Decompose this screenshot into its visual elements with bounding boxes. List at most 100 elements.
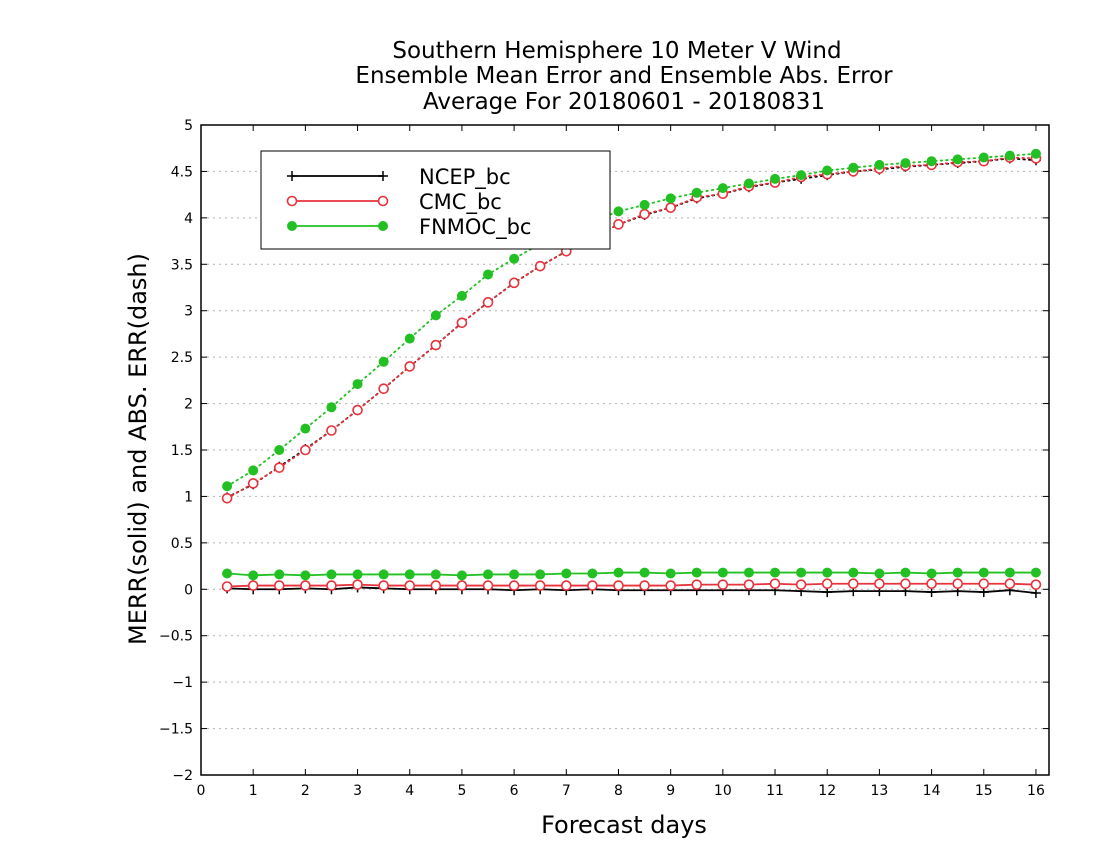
cmc-bc-merr-point (926, 578, 937, 590)
cmc-bc-abs-err-point (326, 425, 337, 436)
y-tick-label: 0 (184, 582, 193, 598)
fnmoc-bc-merr-point (561, 568, 572, 579)
cmc-bc-merr-point (769, 578, 781, 590)
legend-entry-fnmoc-bc: FNMOC_bc (287, 215, 531, 240)
x-tick-label: 1 (249, 783, 258, 799)
chart-title: Southern Hemisphere 10 Meter V Wind Ense… (355, 38, 893, 115)
y-tick-label: 5 (184, 118, 193, 134)
x-tick-label: 11 (766, 783, 784, 799)
fnmoc-bc-merr-point (483, 569, 494, 580)
fnmoc-bc-abs-err-point (926, 156, 937, 167)
cmc-bc-merr-point (560, 580, 572, 591)
x-tick-label: 3 (353, 783, 362, 799)
legend-marker-fnmoc-bc (378, 221, 388, 231)
cmc-bc-merr-point (848, 578, 859, 590)
fnmoc-bc-abs-err-point (404, 333, 415, 344)
x-tick-label: 2 (301, 783, 310, 799)
cmc-bc-abs-err-point (378, 383, 389, 395)
series-layer (221, 148, 1042, 598)
legend-entry-cmc-bc: CMC_bc (286, 190, 502, 215)
fnmoc-bc-merr-point (926, 568, 937, 579)
y-tick-label: −1 (172, 675, 193, 691)
cmc-bc-merr-point (456, 580, 468, 591)
fnmoc-bc-abs-err-point (1004, 150, 1015, 161)
cmc-bc-abs-err-point (273, 462, 285, 473)
fnmoc-bc-abs-err-line (226, 152, 1037, 488)
fnmoc-bc-abs-err-point (456, 290, 467, 301)
gridlines (201, 170, 1049, 730)
fnmoc-bc-abs-err-point (483, 269, 494, 280)
fnmoc-bc-abs-err-point (978, 152, 989, 163)
title-line-2: Ensemble Mean Error and Ensemble Abs. Er… (355, 63, 893, 89)
y-axis-title: MERR(solid) and ABS. ERR(dash) (124, 253, 152, 645)
y-axis-ticks: −2 −1.5 −1 −0.5 0 0.5 1 1.5 2 2.5 3 3.5 4 4.5 5 (159, 118, 1049, 784)
cmc-bc-abs-err-point (508, 277, 520, 289)
fnmoc-bc-merr-point (874, 568, 885, 579)
fnmoc-bc-abs-err-point (352, 379, 363, 390)
y-tick-label: −2 (172, 768, 193, 784)
legend-label-ncep-bc: NCEP_bc (419, 165, 511, 190)
title-line-1: Southern Hemisphere 10 Meter V Wind (392, 38, 841, 64)
x-axis-title: Forecast days (541, 811, 707, 839)
cmc-bc-merr-point (900, 578, 911, 590)
fnmoc-bc-abs-err-point (952, 154, 963, 165)
fnmoc-bc-abs-err-point (274, 445, 285, 455)
x-tick-label: 5 (457, 783, 466, 799)
y-tick-label: −1.5 (159, 722, 193, 738)
cmc-bc-abs-err-point (665, 202, 676, 213)
cmc-bc-merr-point (1030, 579, 1042, 590)
y-tick-label: 2 (184, 397, 193, 413)
cmc-bc-abs-err-point (613, 219, 624, 230)
legend-entry-ncep-bc: NCEP_bc (287, 165, 511, 190)
cmc-bc-merr-point (508, 580, 520, 591)
fnmoc-bc-abs-err-point (300, 423, 311, 434)
y-tick-label: 2.5 (171, 350, 193, 366)
fnmoc-bc-merr-point (352, 569, 363, 580)
cmc-bc-merr-point (352, 579, 363, 590)
cmc-bc-merr-point (404, 580, 416, 591)
fnmoc-bc-merr-point (430, 569, 441, 580)
fnmoc-bc-abs-err-point (639, 199, 650, 210)
cmc-bc-merr-point (795, 579, 807, 590)
cmc-bc-merr-point (1004, 578, 1016, 590)
y-tick-label: 3 (184, 304, 193, 320)
x-tick-label: 0 (197, 783, 206, 799)
cmc-bc-merr-point (639, 580, 650, 591)
cmc-bc-abs-err-point (456, 317, 468, 329)
cmc-bc-merr-point (534, 580, 546, 591)
cmc-bc-merr-point (613, 580, 624, 591)
y-tick-label: 4.5 (171, 164, 193, 180)
fnmoc-bc-merr-point (770, 567, 781, 578)
legend-marker-fnmoc-bc (287, 221, 297, 231)
x-tick-label: 12 (818, 783, 836, 799)
fnmoc-bc-abs-err-point (378, 356, 389, 367)
cmc-bc-abs-err-point (430, 339, 442, 351)
fnmoc-bc-merr-point (587, 568, 598, 579)
ncep-bc-merr-line (227, 586, 1037, 594)
fnmoc-bc-merr-point (691, 567, 702, 578)
fnmoc-bc-abs-err-point (743, 178, 754, 189)
fnmoc-bc-merr-point (1004, 567, 1015, 578)
cmc-bc-merr-point (874, 578, 885, 590)
title-line-3: Average For 20180601 - 20180831 (423, 89, 825, 115)
y-tick-label: −0.5 (159, 629, 193, 645)
cmc-bc-merr-point (247, 580, 259, 591)
fnmoc-bc-abs-err-point (796, 170, 807, 181)
fnmoc-bc-abs-err-point (691, 187, 702, 198)
fnmoc-bc-abs-err-point (717, 183, 728, 194)
cmc-bc-merr-point (273, 580, 285, 591)
legend-marker-cmc-bc (286, 195, 298, 207)
fnmoc-bc-merr-point (274, 569, 285, 580)
cmc-bc-merr-point (743, 579, 755, 590)
y-tick-label: 3.5 (171, 257, 193, 273)
fnmoc-bc-merr-point (326, 569, 337, 580)
x-tick-label: 10 (714, 783, 732, 799)
fnmoc-bc-abs-err-point (326, 402, 337, 413)
y-tick-label: 1.5 (171, 443, 193, 459)
fnmoc-bc-merr-point (378, 569, 389, 580)
legend-box (260, 150, 611, 250)
fnmoc-bc-abs-err-point (509, 253, 520, 264)
x-axis-ticks: 0 1 2 3 4 5 6 7 8 9 10 11 12 13 14 15 16 (197, 125, 1045, 799)
legend-label-fnmoc-bc: FNMOC_bc (419, 215, 531, 240)
legend-marker-ncep-bc (287, 171, 297, 181)
